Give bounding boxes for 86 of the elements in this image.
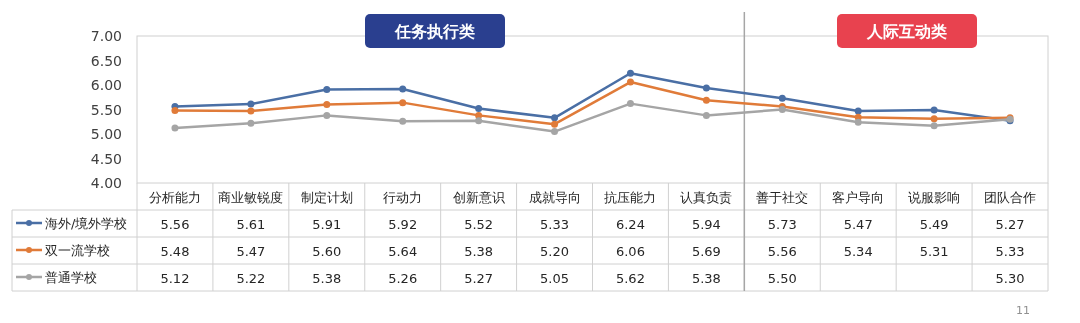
legend-label: 双一流学校 [45, 243, 110, 258]
data-label: 5.38 [464, 244, 494, 259]
data-label: 5.38 [691, 271, 721, 286]
data-label: 5.22 [236, 271, 266, 286]
data-label: 6.24 [615, 217, 645, 232]
point [702, 111, 710, 119]
point [626, 78, 634, 86]
data-label: 5.47 [236, 244, 266, 259]
point [854, 118, 862, 126]
x-tick-label: 成就导向 [528, 190, 581, 205]
point [399, 117, 407, 125]
x-tick-label: 商业敏锐度 [218, 190, 284, 205]
point [778, 94, 786, 102]
data-label: 5.91 [312, 217, 342, 232]
x-tick-label: 制定计划 [300, 190, 353, 205]
point [247, 100, 255, 108]
y-tick-label: 6.50 [90, 52, 122, 69]
point [626, 100, 634, 108]
point [323, 111, 331, 119]
data-label: 5.20 [540, 244, 570, 259]
legend-label: 普通学校 [45, 270, 97, 285]
data-label: 5.94 [691, 217, 721, 232]
data-label: 5.27 [995, 217, 1025, 232]
point [551, 128, 559, 136]
point [247, 119, 255, 127]
point [323, 101, 331, 109]
y-tick-label: 5.50 [90, 101, 122, 118]
x-tick-label: 团队合作 [984, 190, 1037, 205]
x-tick-label: 创新意识 [452, 190, 505, 205]
data-label: 5.34 [843, 244, 873, 259]
data-label: 5.56 [767, 244, 797, 259]
data-label: 5.50 [767, 271, 797, 286]
point [702, 84, 710, 92]
data-label: 5.49 [919, 217, 949, 232]
point [247, 107, 255, 115]
data-label: 5.30 [995, 271, 1025, 286]
point [171, 124, 179, 132]
point [626, 69, 634, 77]
data-label: 5.73 [767, 217, 797, 232]
y-tick-label: 4.00 [90, 175, 122, 191]
data-label: 5.62 [615, 271, 645, 286]
point [475, 117, 483, 125]
data-label: 5.56 [160, 217, 190, 232]
point [930, 122, 938, 130]
point [475, 105, 483, 113]
x-tick-label: 行动力 [383, 190, 423, 205]
point [854, 107, 862, 115]
data-label: 5.38 [312, 271, 342, 286]
data-label: 5.64 [388, 244, 418, 259]
x-tick-label: 抗压能力 [604, 190, 657, 205]
data-label: 5.69 [691, 244, 721, 259]
point [551, 120, 559, 128]
data-label: 6.06 [615, 244, 645, 259]
point [930, 106, 938, 114]
text: 11 [1016, 304, 1030, 317]
y-tick-label: 6.00 [90, 77, 122, 93]
data-label: 5.12 [160, 271, 190, 286]
point [930, 115, 938, 123]
y-tick-label: 4.50 [90, 150, 122, 167]
annotation: 任务执行类 [394, 22, 475, 41]
data-label: 5.92 [388, 217, 418, 232]
data-label: 5.48 [160, 244, 190, 259]
point [702, 96, 710, 104]
data-label: 5.33 [540, 217, 570, 232]
data-label: 5.31 [919, 244, 949, 259]
data-label: 5.27 [464, 271, 494, 286]
data-label: 5.26 [388, 271, 418, 286]
x-tick-label: 客户导向 [832, 190, 885, 205]
data-label: 5.33 [995, 244, 1025, 259]
data-label: 5.52 [464, 217, 494, 232]
data-label: 5.47 [843, 217, 873, 232]
data-label: 5.61 [236, 217, 266, 232]
y-tick-label: 5.00 [90, 126, 122, 142]
data-label: 5.60 [312, 244, 342, 259]
point [399, 85, 407, 93]
legend-label: 海外/境外学校 [45, 216, 128, 231]
x-tick-label: 认真负责 [680, 190, 733, 205]
point [551, 114, 559, 122]
x-tick-label: 分析能力 [148, 190, 201, 205]
point [399, 99, 407, 107]
y-tick-label: 7.00 [90, 28, 122, 44]
annotation: 人际互动类 [866, 22, 947, 41]
point [323, 85, 331, 93]
data-label: 5.05 [540, 271, 570, 286]
x-tick-label: 说服影响 [908, 190, 961, 205]
x-tick-label: 善于社交 [756, 190, 809, 205]
